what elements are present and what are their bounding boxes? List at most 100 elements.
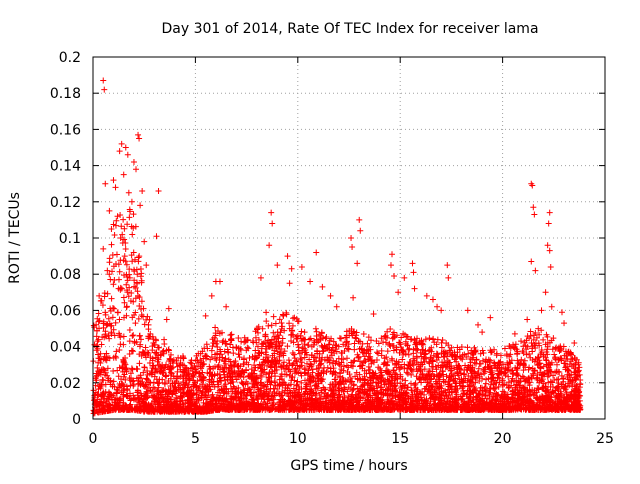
- data-point: [116, 347, 122, 353]
- data-point: [218, 351, 224, 357]
- data-point: [110, 314, 116, 320]
- data-point: [114, 251, 120, 257]
- data-point: [96, 310, 102, 316]
- data-point: [294, 379, 300, 385]
- data-point: [133, 224, 139, 230]
- data-point: [275, 329, 281, 335]
- data-point: [95, 338, 101, 344]
- data-point: [120, 217, 126, 223]
- data-point: [351, 347, 357, 353]
- data-point: [123, 282, 129, 288]
- data-point: [473, 361, 479, 367]
- data-point: [109, 296, 115, 302]
- data-point: [106, 316, 112, 322]
- data-point: [113, 218, 119, 224]
- data-point: [290, 315, 296, 321]
- data-point: [127, 327, 133, 333]
- data-point: [414, 355, 420, 361]
- marks-layer: [90, 78, 583, 417]
- data-point: [225, 350, 231, 356]
- data-point: [319, 330, 325, 336]
- data-point: [280, 313, 286, 319]
- data-point: [339, 356, 345, 362]
- data-point: [126, 214, 132, 220]
- data-point: [227, 332, 233, 338]
- data-point: [374, 349, 380, 355]
- data-point: [298, 355, 304, 361]
- data-point: [271, 314, 277, 320]
- data-point: [121, 226, 127, 232]
- data-point: [102, 290, 108, 296]
- data-point: [161, 337, 167, 343]
- data-point: [465, 344, 471, 350]
- data-point: [142, 321, 148, 327]
- data-point: [284, 343, 290, 349]
- data-point: [130, 332, 136, 338]
- data-point: [228, 337, 234, 343]
- data-point: [113, 348, 119, 354]
- data-point: [141, 364, 147, 370]
- data-point: [121, 334, 127, 340]
- data-point: [109, 242, 115, 248]
- data-point: [235, 335, 241, 341]
- data-point: [302, 366, 308, 372]
- data-point: [302, 329, 308, 335]
- data-point: [332, 376, 338, 382]
- data-point: [298, 328, 304, 334]
- data-point: [136, 360, 142, 366]
- data-point: [110, 281, 116, 287]
- data-point: [129, 333, 135, 339]
- data-point: [389, 356, 395, 362]
- data-point: [397, 365, 403, 371]
- data-point: [426, 335, 432, 341]
- data-point: [306, 336, 312, 342]
- data-point: [113, 320, 119, 326]
- data-point: [111, 277, 117, 283]
- data-point: [344, 355, 350, 361]
- data-point: [219, 339, 225, 345]
- data-point: [118, 223, 124, 229]
- data-point: [130, 348, 136, 354]
- data-point: [440, 337, 446, 343]
- data-point: [121, 294, 127, 300]
- data-point: [131, 211, 137, 217]
- data-point: [402, 378, 408, 384]
- data-point: [136, 253, 142, 259]
- data-point: [105, 291, 111, 297]
- data-point: [163, 373, 169, 379]
- data-point: [112, 232, 118, 238]
- data-point: [290, 362, 296, 368]
- data-point: [408, 381, 414, 387]
- data-point: [263, 309, 269, 315]
- data-point: [129, 258, 135, 264]
- data-point: [385, 348, 391, 354]
- data-point: [123, 246, 129, 252]
- data-point: [250, 339, 256, 345]
- chart-title: Day 301 of 2014, Rate Of TEC Index for r…: [161, 21, 538, 37]
- data-point: [406, 352, 412, 358]
- data-point: [134, 366, 140, 372]
- data-point: [139, 312, 145, 318]
- data-point: [137, 333, 143, 339]
- data-point: [337, 335, 343, 341]
- data-point: [212, 324, 218, 330]
- data-point: [361, 331, 367, 337]
- data-point: [387, 326, 393, 332]
- data-point: [439, 340, 445, 346]
- data-point: [129, 232, 135, 238]
- data-point: [528, 329, 534, 335]
- data-point: [111, 378, 117, 384]
- data-point: [110, 252, 116, 258]
- data-point: [430, 336, 436, 342]
- data-point: [313, 326, 319, 332]
- data-point: [107, 255, 113, 261]
- data-point: [115, 309, 121, 315]
- data-point: [143, 375, 149, 381]
- data-point: [132, 320, 138, 326]
- data-point: [514, 371, 520, 377]
- data-point: [338, 336, 344, 342]
- data-point: [222, 355, 228, 361]
- data-point: [138, 336, 144, 342]
